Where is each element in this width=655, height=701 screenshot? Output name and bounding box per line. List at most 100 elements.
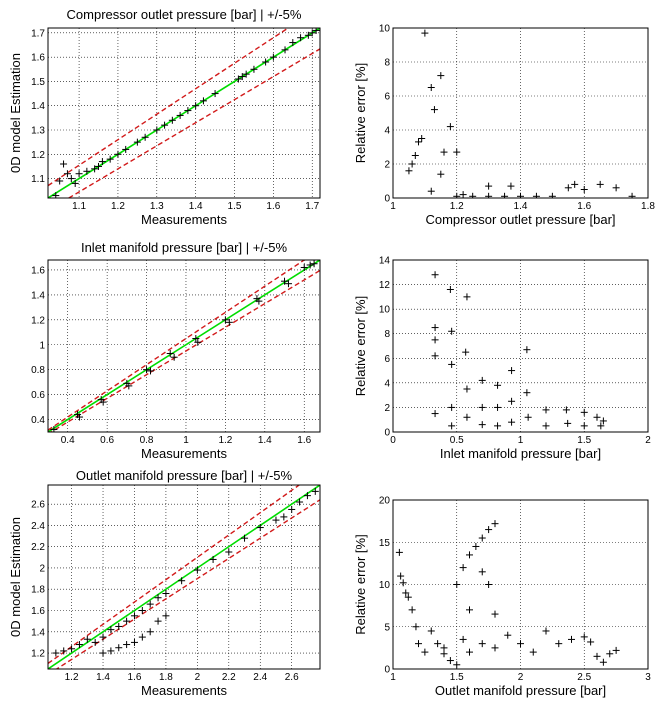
y-tick-label: 0.8 — [31, 365, 45, 376]
y-tick-label: 4 — [384, 378, 390, 389]
data-point — [431, 410, 439, 418]
data-point — [462, 348, 470, 356]
data-point — [408, 606, 416, 614]
x-tick-label: 0 — [390, 435, 396, 446]
y-tick-label: 4 — [384, 126, 390, 137]
data-point — [555, 640, 563, 648]
x-tick-label: 2.2 — [222, 672, 236, 683]
x-tick-label: 1.5 — [450, 672, 464, 683]
data-point — [448, 327, 456, 335]
data-point — [138, 607, 146, 615]
y-tick-label: 12 — [379, 280, 391, 291]
x-tick-label: 1.3 — [150, 201, 164, 212]
data-point — [262, 58, 270, 66]
x-tick-label: 0.4 — [61, 435, 75, 446]
data-point — [564, 184, 572, 192]
data-point — [504, 631, 512, 639]
data-point — [199, 97, 207, 105]
y-tick-label: 1.4 — [31, 627, 45, 638]
y-tick-label: 1.3 — [31, 126, 45, 137]
x-tick-label: 1.5 — [228, 201, 242, 212]
data-point — [448, 422, 456, 430]
data-point — [123, 641, 131, 649]
data-point — [281, 277, 289, 285]
chart-title: Inlet manifold pressure [bar] | +/-5% — [81, 240, 287, 255]
data-point — [517, 192, 524, 198]
y-tick-label: 20 — [379, 496, 391, 507]
data-point — [593, 413, 601, 421]
data-point — [141, 133, 149, 141]
y-tick-label: 1.8 — [31, 585, 45, 596]
x-tick-label: 1.4 — [96, 672, 110, 683]
y-axis-label: Relative error [%] — [353, 534, 368, 634]
x-tick-label: 1.2 — [218, 435, 232, 446]
data-point — [60, 647, 68, 655]
identity-line — [48, 485, 320, 669]
x-tick-label: 1.1 — [72, 201, 86, 212]
data-point — [466, 648, 473, 656]
data-point — [68, 645, 76, 653]
y-tick-label: 0 — [384, 665, 390, 676]
data-point — [440, 650, 448, 658]
data-point — [612, 646, 620, 654]
y-tick-label: 10 — [379, 305, 391, 316]
y-tick-label: 2 — [39, 563, 45, 574]
data-point — [115, 622, 123, 630]
data-point — [289, 39, 297, 47]
y-tick-label: 1.2 — [31, 315, 45, 326]
data-point — [256, 524, 264, 532]
data-point — [98, 158, 106, 166]
data-point — [311, 487, 319, 495]
data-point — [166, 349, 174, 357]
data-point — [580, 186, 588, 193]
data-point — [542, 627, 550, 635]
data-point — [437, 170, 445, 178]
data-point — [123, 617, 131, 625]
data-point — [83, 635, 91, 643]
data-point — [303, 492, 311, 500]
data-point — [241, 534, 249, 542]
data-point — [300, 263, 308, 271]
data-point — [161, 121, 169, 129]
data-point — [106, 155, 114, 163]
y-tick-label: 0.6 — [31, 390, 45, 401]
axes-frame — [392, 27, 649, 199]
chart-p1: 1.1 1.2 1.3 1.4 1.5 1.6 1.7 1.1 1.2 1.3 1.4 1.5 1.6 1… — [8, 7, 321, 227]
data-point — [211, 90, 219, 98]
data-point — [255, 297, 263, 305]
data-point — [459, 191, 467, 198]
data-point — [478, 568, 486, 576]
x-axis-label: Measurements — [141, 212, 227, 227]
x-tick-label: 1 — [183, 435, 189, 446]
x-tick-label: 2.6 — [285, 672, 299, 683]
data-point — [491, 520, 499, 528]
y-tick-label: 1.5 — [31, 77, 45, 88]
data-point — [466, 551, 473, 559]
x-tick-label: 0.5 — [450, 435, 464, 446]
data-point — [491, 644, 499, 652]
x-tick-label: 1.2 — [65, 672, 79, 683]
data-point — [162, 612, 170, 620]
data-point — [448, 403, 456, 411]
data-point — [153, 126, 161, 134]
chart-p3: 0.4 0.6 0.8 1 1.2 1.4 1.6 0.4 0.6 0.8 1 1.2 1.4 1.6 Me… — [31, 240, 321, 461]
data-point — [146, 600, 154, 608]
data-point — [427, 627, 435, 635]
data-point — [612, 184, 620, 192]
data-point — [154, 617, 162, 625]
data-point — [310, 260, 318, 268]
data-point — [448, 360, 456, 368]
data-point — [453, 148, 461, 156]
y-tick-label: 1.4 — [31, 101, 45, 112]
x-tick-label: 1.6 — [577, 201, 591, 212]
x-tick-label: 1.8 — [159, 672, 173, 683]
y-axis-label: Relative error [%] — [353, 296, 368, 396]
lower-band-line — [67, 48, 320, 198]
y-axis-label: Relative error [%] — [353, 63, 368, 163]
data-point — [280, 513, 288, 521]
data-point — [501, 192, 509, 198]
data-point — [399, 579, 407, 587]
y-tick-label: 2.6 — [31, 500, 45, 511]
data-point — [418, 135, 426, 142]
